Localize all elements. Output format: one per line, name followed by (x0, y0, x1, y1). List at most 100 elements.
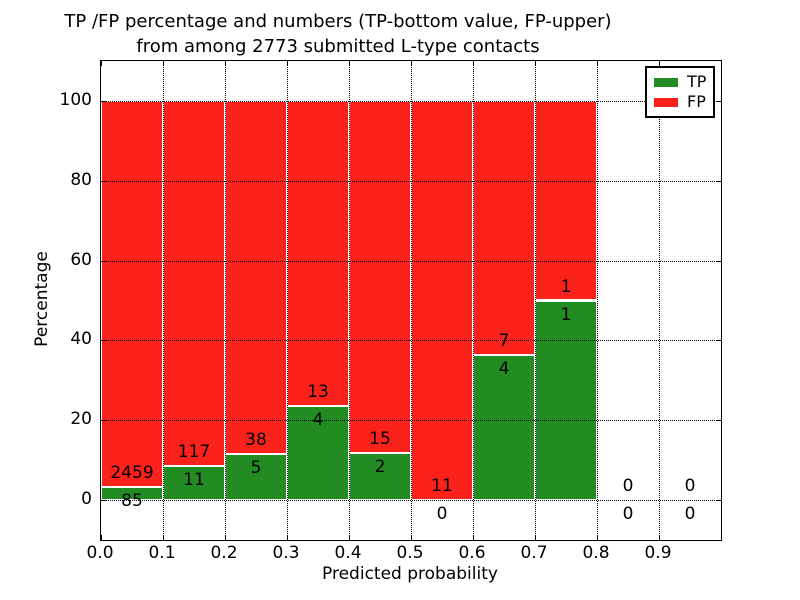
bar-segment-fp (473, 100, 535, 355)
x-axis-label: Predicted probability (322, 564, 498, 584)
gridline-vertical (225, 61, 226, 540)
y-tick-mark (101, 100, 106, 102)
legend-entry-label: FP (687, 92, 706, 111)
x-tick-mark (597, 61, 598, 66)
bar-count-label-tp: 4 (498, 358, 510, 379)
bar-segment-tp (535, 300, 597, 501)
bar-segment-fp (535, 100, 597, 301)
x-tick-mark (721, 61, 722, 66)
x-tick-mark (101, 535, 102, 540)
gridline-vertical (659, 61, 660, 540)
y-tick-mark (716, 100, 721, 102)
plot-area: 2459 85 117 11 38 5 13 4 15 2 11 0 7 4 1 1 0 0 0 0 (100, 60, 722, 541)
legend-entry: TP (654, 72, 706, 92)
bar-count-label-tp: 11 (183, 469, 205, 490)
x-tick-label: 0.2 (210, 543, 238, 563)
bar-count-label-fp: 15 (369, 429, 391, 450)
y-tick-mark (716, 420, 721, 422)
bar-segment-tp (101, 486, 163, 501)
y-tick-mark (101, 500, 106, 502)
x-tick-mark (411, 61, 412, 66)
bar-segment-tp (225, 453, 287, 501)
x-tick-mark (225, 535, 226, 540)
legend: TP FP (645, 66, 716, 118)
x-tick-mark (349, 61, 350, 66)
x-tick-mark (163, 61, 164, 66)
x-tick-mark (597, 535, 598, 540)
bar-count-label-fp: 1 (560, 276, 572, 297)
x-tick-mark (721, 535, 722, 540)
y-tick-label: 60 (70, 249, 92, 270)
chart-title-line2: from among 2773 submitted L-type contact… (136, 36, 540, 57)
bar-count-label-fp: 11 (431, 476, 453, 497)
bar-count-label-tp: 1 (560, 304, 572, 325)
x-tick-mark (473, 535, 474, 540)
x-tick-label: 0.5 (396, 543, 424, 563)
bar-count-label-tp: 0 (684, 504, 696, 525)
x-tick-mark (659, 535, 660, 540)
x-tick-mark (101, 61, 102, 66)
bar-count-label-fp: 117 (177, 441, 211, 462)
gridline-vertical (287, 61, 288, 540)
x-tick-label: 0.4 (334, 543, 362, 563)
bar-count-label-tp: 5 (250, 457, 262, 478)
fp-swatch-icon (654, 97, 678, 107)
bar-count-label-tp: 85 (121, 490, 143, 511)
bar-count-label-fp: 7 (498, 330, 510, 351)
bar-segment-fp (225, 100, 287, 454)
x-tick-mark (659, 61, 660, 66)
x-tick-label: 0.8 (582, 543, 610, 563)
bar-count-label-fp: 2459 (110, 462, 154, 483)
x-tick-label: 0.3 (272, 543, 300, 563)
y-tick-label: 20 (70, 409, 92, 430)
y-tick-mark (716, 260, 721, 262)
legend-entry-label: TP (687, 72, 707, 91)
gridline-vertical (163, 61, 164, 540)
tp-swatch-icon (654, 77, 678, 87)
bar-count-label-fp: 0 (684, 476, 696, 497)
x-tick-label: 0.9 (644, 543, 672, 563)
bar-count-label-tp: 2 (374, 457, 386, 478)
gridline-vertical (597, 61, 598, 540)
y-tick-mark (716, 180, 721, 182)
y-tick-mark (101, 420, 106, 422)
gridline-vertical (411, 61, 412, 540)
bar-segment-fp (411, 100, 473, 501)
x-tick-mark (411, 535, 412, 540)
bar-count-label-tp: 0 (436, 504, 448, 525)
x-tick-label: 0.0 (86, 543, 114, 563)
x-tick-label: 0.7 (520, 543, 548, 563)
bar-count-label-tp: 0 (622, 504, 634, 525)
y-tick-mark (101, 180, 106, 182)
y-tick-label: 40 (70, 329, 92, 350)
gridline-vertical (535, 61, 536, 540)
chart-title-line1: TP /FP percentage and numbers (TP-bottom… (64, 11, 612, 32)
bar-segment-tp (163, 465, 225, 501)
x-tick-mark (535, 535, 536, 540)
y-tick-label: 100 (59, 89, 92, 110)
x-tick-mark (287, 61, 288, 66)
bar-segment-fp (101, 100, 163, 487)
x-tick-mark (163, 535, 164, 540)
x-tick-mark (535, 61, 536, 66)
y-tick-label: 0 (81, 489, 92, 510)
x-tick-label: 0.6 (458, 543, 486, 563)
y-tick-mark (716, 340, 721, 342)
x-tick-label: 0.1 (148, 543, 176, 563)
x-tick-mark (473, 61, 474, 66)
x-tick-mark (349, 535, 350, 540)
bar-count-label-fp: 38 (245, 429, 267, 450)
y-tick-mark (101, 260, 106, 262)
bar-segment-fp (163, 100, 225, 466)
y-tick-mark (101, 340, 106, 342)
bar-count-label-tp: 4 (312, 410, 324, 431)
bar-segment-fp (287, 100, 349, 407)
x-tick-mark (287, 535, 288, 540)
gridline-vertical (473, 61, 474, 540)
y-tick-mark (716, 500, 721, 502)
bar-count-label-fp: 13 (307, 382, 329, 403)
chart-title: TP /FP percentage and numbers (TP-bottom… (0, 9, 676, 59)
bar-count-label-fp: 0 (622, 476, 634, 497)
y-tick-label: 80 (70, 169, 92, 190)
